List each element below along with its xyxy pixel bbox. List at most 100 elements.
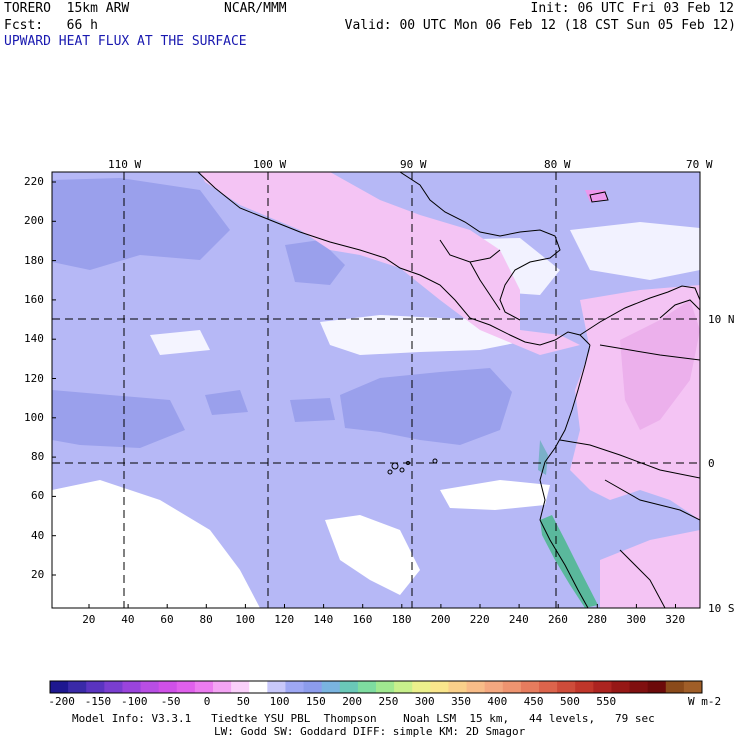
x-tick-label: 220 [469,613,490,626]
y-tick-label: 40 [31,528,45,542]
flux-region-teal [540,515,598,608]
colorbar-label: -50 [160,695,181,708]
colorbar-swatch [104,681,123,693]
lat-label: 0 [708,457,715,470]
colorbar-label: 550 [596,695,617,708]
y-tick-label: 220 [24,175,44,188]
colorbar-label: 400 [487,695,508,708]
x-tick-label: 160 [352,613,373,626]
flux-region-white [150,330,210,355]
valid-time: Valid: 00 UTC Mon 06 Feb 12 (18 CST Sun … [344,18,736,33]
colorbar-swatch [539,681,558,693]
colorbar-swatch [593,681,612,693]
flux-region-dark [52,178,230,270]
lon-label: 90 W [400,158,427,171]
colorbar-swatch [303,681,323,693]
colorbar-label: 250 [378,695,399,708]
x-tick-label: 200 [430,613,451,626]
y-tick-label: 140 [24,332,44,346]
colorbar-swatch [412,681,431,693]
colorbar-swatch [231,681,250,693]
flux-region-dark [205,390,248,415]
init-time: Init: 06 UTC Fri 03 Feb 12 [530,1,735,16]
colorbar-label: 0 [203,695,211,708]
y-tick-label: 60 [31,489,45,503]
y-tick-label: 180 [24,253,44,267]
colorbar-swatch [267,681,286,693]
colorbar-swatch [194,681,214,693]
y-tick-label: 80 [31,450,45,464]
x-tick-label: 100 [235,613,256,626]
colorbar-label: -100 [121,695,148,708]
colorbar-swatch [629,681,649,693]
colorbar-swatch [448,681,468,693]
flux-region-pink [600,530,700,608]
colorbar-label: 100 [269,695,290,708]
colorbar-swatch [140,681,160,693]
org-label: NCAR/MMM [224,1,287,16]
colorbar-swatch [665,681,685,693]
colorbar-swatch [557,681,576,693]
colorbar-frame [49,680,703,694]
flux-region-white [325,515,420,595]
colorbar-label: -200 [48,695,75,708]
colorbar-swatch [575,681,594,693]
colorbar-swatch [502,681,522,693]
flux-region-pink [620,300,700,430]
field-title: UPWARD HEAT FLUX AT THE SURFACE [4,34,247,49]
y-tick-label: 20 [31,568,45,581]
colorbar-unit: W m-2 [688,695,722,708]
x-tick-label: 240 [508,613,529,626]
model-info-line1: Model Info: V3.3.1 Tiedtke YSU PBL Thomp… [72,712,655,725]
colorbar-swatch [285,681,305,693]
model-info-line2: LW: Godd SW: Goddard DIFF: simple KM: 2D… [214,725,526,738]
colorbar-swatch [249,681,268,693]
colorbar-swatch [357,681,377,693]
colorbar-swatch [158,681,178,693]
lat-label: 10 N [708,313,735,326]
flux-region-teal [538,440,548,475]
colorbar-swatch [430,681,449,693]
x-tick-label: 260 [548,613,568,626]
colorbar-label: 50 [236,695,250,708]
x-tick-label: 300 [626,613,647,626]
coastline [197,172,700,608]
x-tick-label: 120 [274,613,295,626]
flux-region-dark [290,398,335,422]
lon-label: 80 W [544,158,571,171]
x-tick-label: 40 [121,613,135,626]
colorbar-swatch [466,681,486,693]
colorbar-swatch [122,681,142,693]
x-tick-label: 140 [313,613,334,626]
colorbar-swatch [68,681,87,693]
colorbar-swatch [86,681,105,693]
x-tick-label: 80 [199,613,213,626]
lon-label: 110 W [108,158,142,171]
colorbar-swatch [213,681,232,693]
flux-region-dark [52,390,185,448]
y-tick-label: 200 [24,214,44,228]
flux-region-dark [340,368,512,445]
colorbar-swatch [376,681,395,693]
colorbar-swatch [339,681,359,693]
flux-region-white [440,480,550,510]
x-tick-label: 60 [160,613,174,626]
forecast-hour: Fcst: 66 h [4,18,98,33]
flux-region-pink [200,172,580,355]
flux-region-white [52,480,260,608]
x-tick-label: 320 [665,613,686,626]
flux-region-white [570,222,700,280]
colorbar-label: 300 [414,695,435,708]
y-tick-label: 120 [24,371,44,385]
colorbar-label: 200 [342,695,363,708]
colorbar-swatch [683,681,703,693]
colorbar-swatch [520,681,540,693]
colorbar-swatch [321,681,341,693]
map-frame [51,171,701,609]
x-tick-label: 280 [587,613,607,626]
colorbar-swatch [611,681,631,693]
colorbar-label: 450 [523,695,544,708]
colorbar-swatch [484,681,504,693]
colorbar-swatch [176,681,196,693]
